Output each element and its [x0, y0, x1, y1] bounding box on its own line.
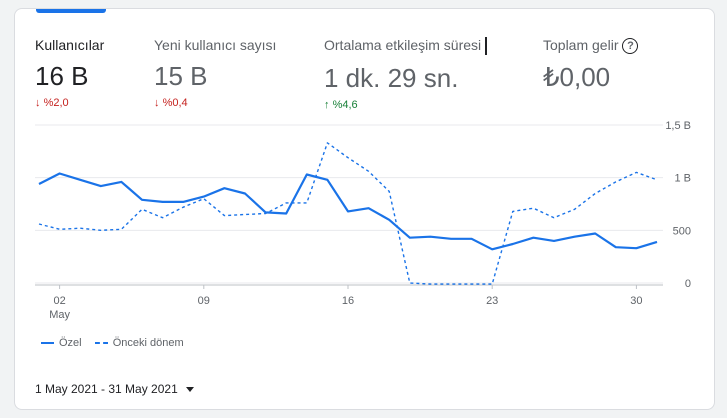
chart-legend: Özel Önceki dönem	[41, 335, 194, 349]
metric-value: 1 dk. 29 sn.	[324, 63, 459, 94]
metric-value: 16 B	[35, 61, 89, 91]
metric-users[interactable]: Kullanıcılar 16 B ↓ %2,0	[35, 37, 104, 109]
date-range-selector[interactable]: 1 May 2021 - 31 May 2021	[35, 382, 194, 396]
analytics-card: Kullanıcılar 16 B ↓ %2,0 Yeni kullanıcı …	[14, 8, 715, 410]
legend-item-current[interactable]: Özel	[41, 337, 82, 349]
x-tick-label: 09	[198, 295, 210, 307]
x-tick-label: 16	[342, 295, 354, 307]
help-circle-icon[interactable]: ?	[622, 38, 639, 55]
active-tab-indicator	[36, 9, 106, 13]
metric-label: Ortalama etkileşim süresi	[324, 37, 488, 56]
x-tick-sublabel: May	[49, 309, 70, 321]
x-tick-label: 23	[486, 295, 498, 307]
arrow-down-icon: ↓	[154, 97, 160, 109]
arrow-down-icon: ↓	[35, 97, 41, 109]
dashed-line-swatch	[94, 342, 108, 344]
date-range-label: 1 May 2021 - 31 May 2021	[35, 382, 178, 396]
metric-total-revenue[interactable]: Toplam gelir? ₺0,00	[543, 37, 639, 93]
y-tick-label: 1 B	[674, 173, 691, 185]
chevron-down-icon	[185, 386, 194, 392]
metric-avg-engagement[interactable]: Ortalama etkileşim süresi 1 dk. 29 sn. ↑…	[324, 37, 488, 112]
metric-label: Yeni kullanıcı sayısı	[154, 37, 277, 53]
metric-change: ↓ %2,0	[35, 97, 69, 109]
metric-value: 15 B	[154, 61, 208, 91]
x-tick-label: 02	[53, 295, 65, 307]
metric-label: Toplam gelir?	[543, 37, 639, 55]
x-tick-label: 30	[630, 295, 642, 307]
series-line-current	[38, 172, 658, 251]
metric-value: ₺0,00	[543, 62, 611, 93]
solid-line-swatch	[41, 342, 54, 344]
y-tick-label: 500	[673, 225, 691, 237]
y-tick-label: 0	[685, 278, 691, 290]
series-line-previous-period	[38, 142, 658, 285]
legend-item-previous[interactable]: Önceki dönem	[94, 337, 184, 349]
metric-change: ↓ %0,4	[154, 97, 188, 109]
text-cursor	[485, 37, 488, 56]
line-chart: 0 500 1 B 1,5 B 02 May 09 16 23 30	[35, 120, 691, 321]
y-tick-label: 1,5 B	[665, 120, 691, 132]
metric-new-users[interactable]: Yeni kullanıcı sayısı 15 B ↓ %0,4	[154, 37, 276, 109]
metric-label: Kullanıcılar	[35, 37, 105, 53]
arrow-up-icon: ↑	[324, 99, 330, 112]
metric-change: ↑ %4,6	[324, 99, 358, 112]
